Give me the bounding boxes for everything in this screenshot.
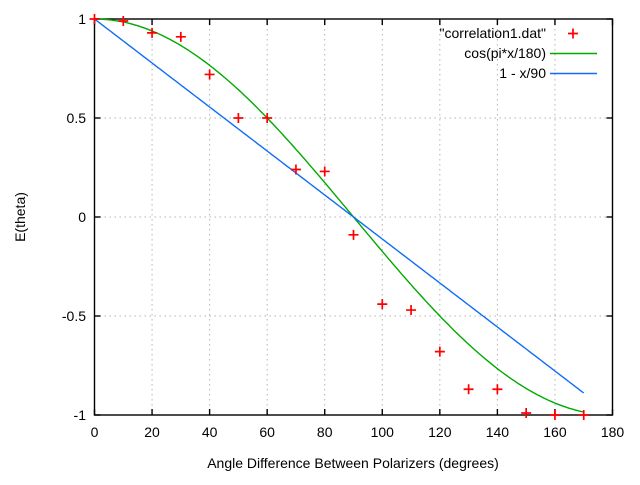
tick-labels: 0 20 40 60 80 100 120 140 160 180 -1 -0.5 0 0.5 1 [62,11,625,440]
legend-marker-plus [568,28,578,39]
x-axis-title: Angle Difference Between Polarizers (deg… [207,455,499,471]
x-tick-label: 180 [601,424,625,440]
legend-label: "correlation1.dat" [440,25,546,41]
x-tick-label: 20 [144,424,160,440]
x-tick-label: 160 [543,424,567,440]
curve-one_minus_x_over_90 [94,18,585,394]
legend: "correlation1.dat" cos(pi*x/180) 1 - x/90 [440,25,597,81]
data-series [89,14,589,420]
y-tick-label: -0.5 [62,308,86,324]
legend-label: 1 - x/90 [499,65,546,81]
x-tick-label: 40 [202,424,218,440]
y-tick-label: 0 [78,209,86,225]
grid-lines [94,19,613,415]
x-tick-label: 60 [259,424,275,440]
x-tick-label: 80 [317,424,333,440]
x-tick-label: 120 [428,424,452,440]
y-tick-label: 0.5 [67,110,87,126]
data-points-plus-markers [89,14,589,420]
legend-label: cos(pi*x/180) [464,45,546,61]
y-tick-label: -1 [74,407,87,423]
x-tick-label: 0 [91,424,99,440]
y-axis-title: E(theta) [12,192,28,242]
y-tick-label: 1 [78,11,86,27]
x-tick-label: 100 [371,424,395,440]
x-tick-label: 140 [486,424,510,440]
curve-cos_pi_x_over_180 [94,18,584,413]
